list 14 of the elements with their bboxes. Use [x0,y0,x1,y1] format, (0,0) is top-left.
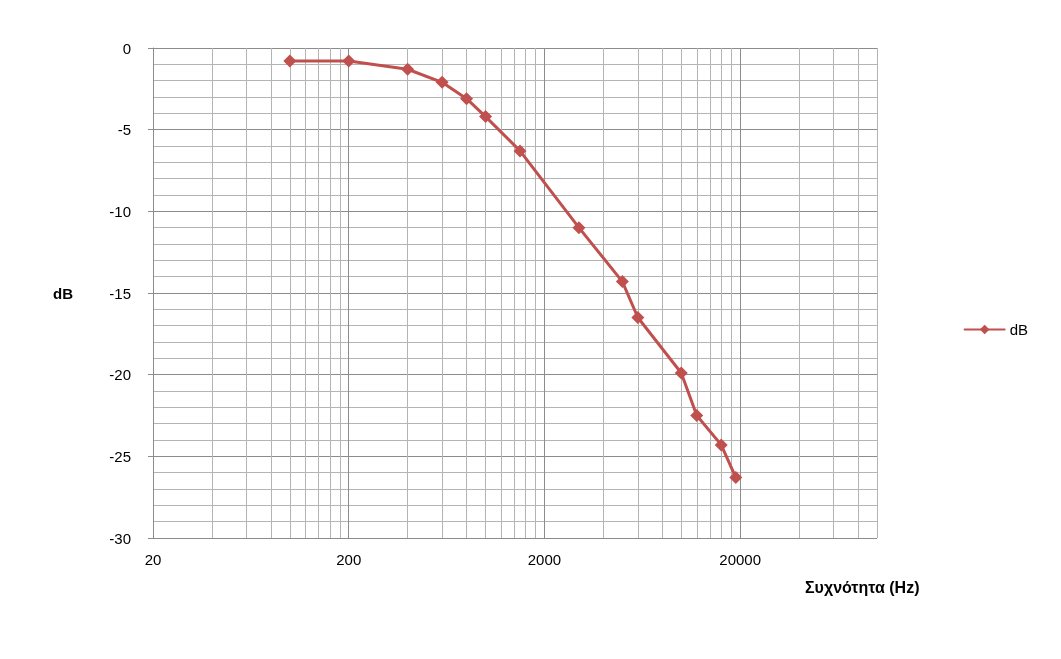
y-tick-label: -5 [117,121,131,139]
y-tick-label: -20 [109,366,131,384]
y-tick-label: 0 [122,39,131,57]
y-tick-label: -10 [109,202,131,220]
y-tick-label: -30 [109,529,131,547]
y-tick-label: -15 [109,284,131,302]
y-axis-title: dB [53,284,74,302]
x-tick-label: 2000 [527,551,562,568]
y-tick-label: -25 [109,447,131,465]
legend-label: dB [1009,321,1029,338]
x-tick-label: 200 [336,551,362,568]
x-tick-label: 20 [144,551,162,568]
x-axis-title: Συχνότητα (Hz) [805,578,920,596]
x-tick-label: 20000 [719,551,762,568]
